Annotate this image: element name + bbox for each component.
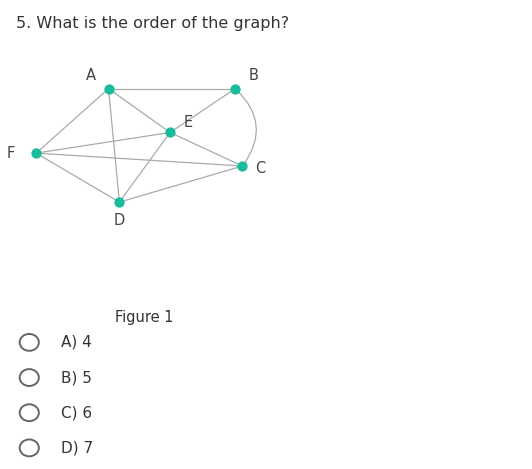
Text: D) 7: D) 7 — [61, 440, 93, 455]
Text: C) 6: C) 6 — [61, 405, 93, 420]
Point — [166, 129, 174, 136]
Point — [231, 85, 239, 92]
Point — [115, 198, 123, 206]
Text: E: E — [184, 115, 193, 129]
Text: B: B — [248, 68, 258, 83]
Text: F: F — [7, 146, 15, 160]
Text: 5. What is the order of the graph?: 5. What is the order of the graph? — [16, 16, 289, 31]
Text: A) 4: A) 4 — [61, 335, 92, 350]
Text: C: C — [255, 161, 265, 176]
Point — [104, 85, 113, 92]
Text: B) 5: B) 5 — [61, 370, 92, 385]
Text: A: A — [86, 68, 95, 83]
Text: Figure 1: Figure 1 — [115, 310, 174, 325]
Text: D: D — [114, 213, 125, 227]
Point — [32, 150, 40, 157]
Point — [238, 162, 247, 170]
